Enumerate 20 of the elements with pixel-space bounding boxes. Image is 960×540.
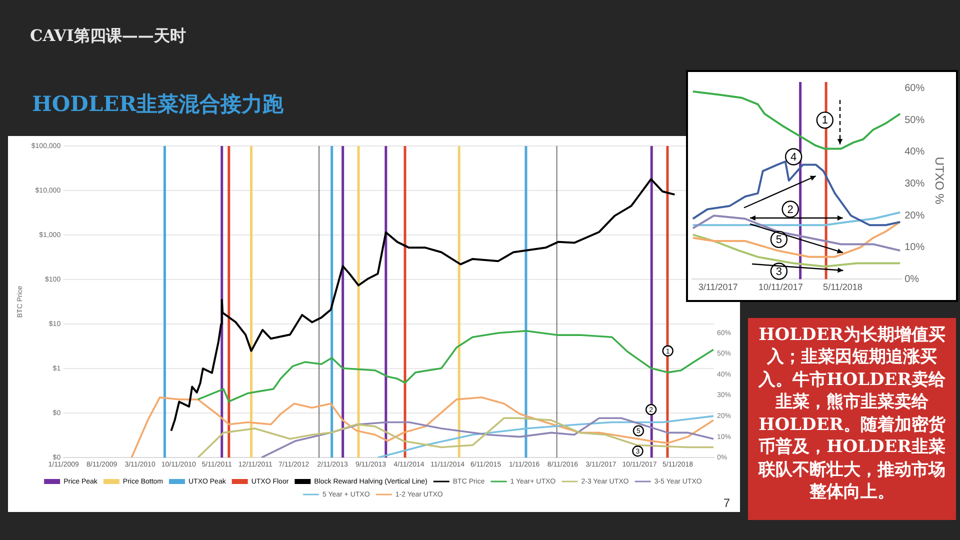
y-tick-label: 50% bbox=[904, 114, 925, 126]
y-tick-label: 10% bbox=[904, 242, 925, 254]
annotation: 3 bbox=[776, 266, 782, 278]
annotation: 4 bbox=[790, 151, 797, 164]
annotation: 1 bbox=[822, 114, 828, 127]
text: 7 bbox=[723, 496, 730, 510]
x-tick-label: 10/11/2017 bbox=[758, 282, 803, 292]
annotation: 2 bbox=[787, 204, 794, 216]
y-axis-title: UTXO % bbox=[932, 156, 946, 205]
chart-subtitle: HODLER韭菜混合接力跑 bbox=[32, 90, 284, 118]
y-tick-label: 20% bbox=[904, 210, 925, 222]
y-tick-label: 0% bbox=[904, 274, 920, 285]
y-tick-label: 60% bbox=[904, 83, 925, 94]
x-tick-label: 3/11/2017 bbox=[698, 282, 738, 292]
chart-title: CAVI第四课——天时 bbox=[30, 26, 186, 47]
annotation: 5 bbox=[776, 234, 782, 246]
text: HOLDER为长期增值买入；韭菜因短期追涨买入。牛市HOLDER卖给韭菜，熊市韭菜卖给HOLDER。随着加密货币普及，HOLDER韭菜联队不断壮大，推动市场整体向上。 bbox=[757, 324, 946, 504]
y-tick-label: 30% bbox=[904, 178, 925, 190]
y-tick-label: 40% bbox=[904, 146, 925, 158]
x-tick-label: 5/11/2018 bbox=[823, 282, 862, 292]
